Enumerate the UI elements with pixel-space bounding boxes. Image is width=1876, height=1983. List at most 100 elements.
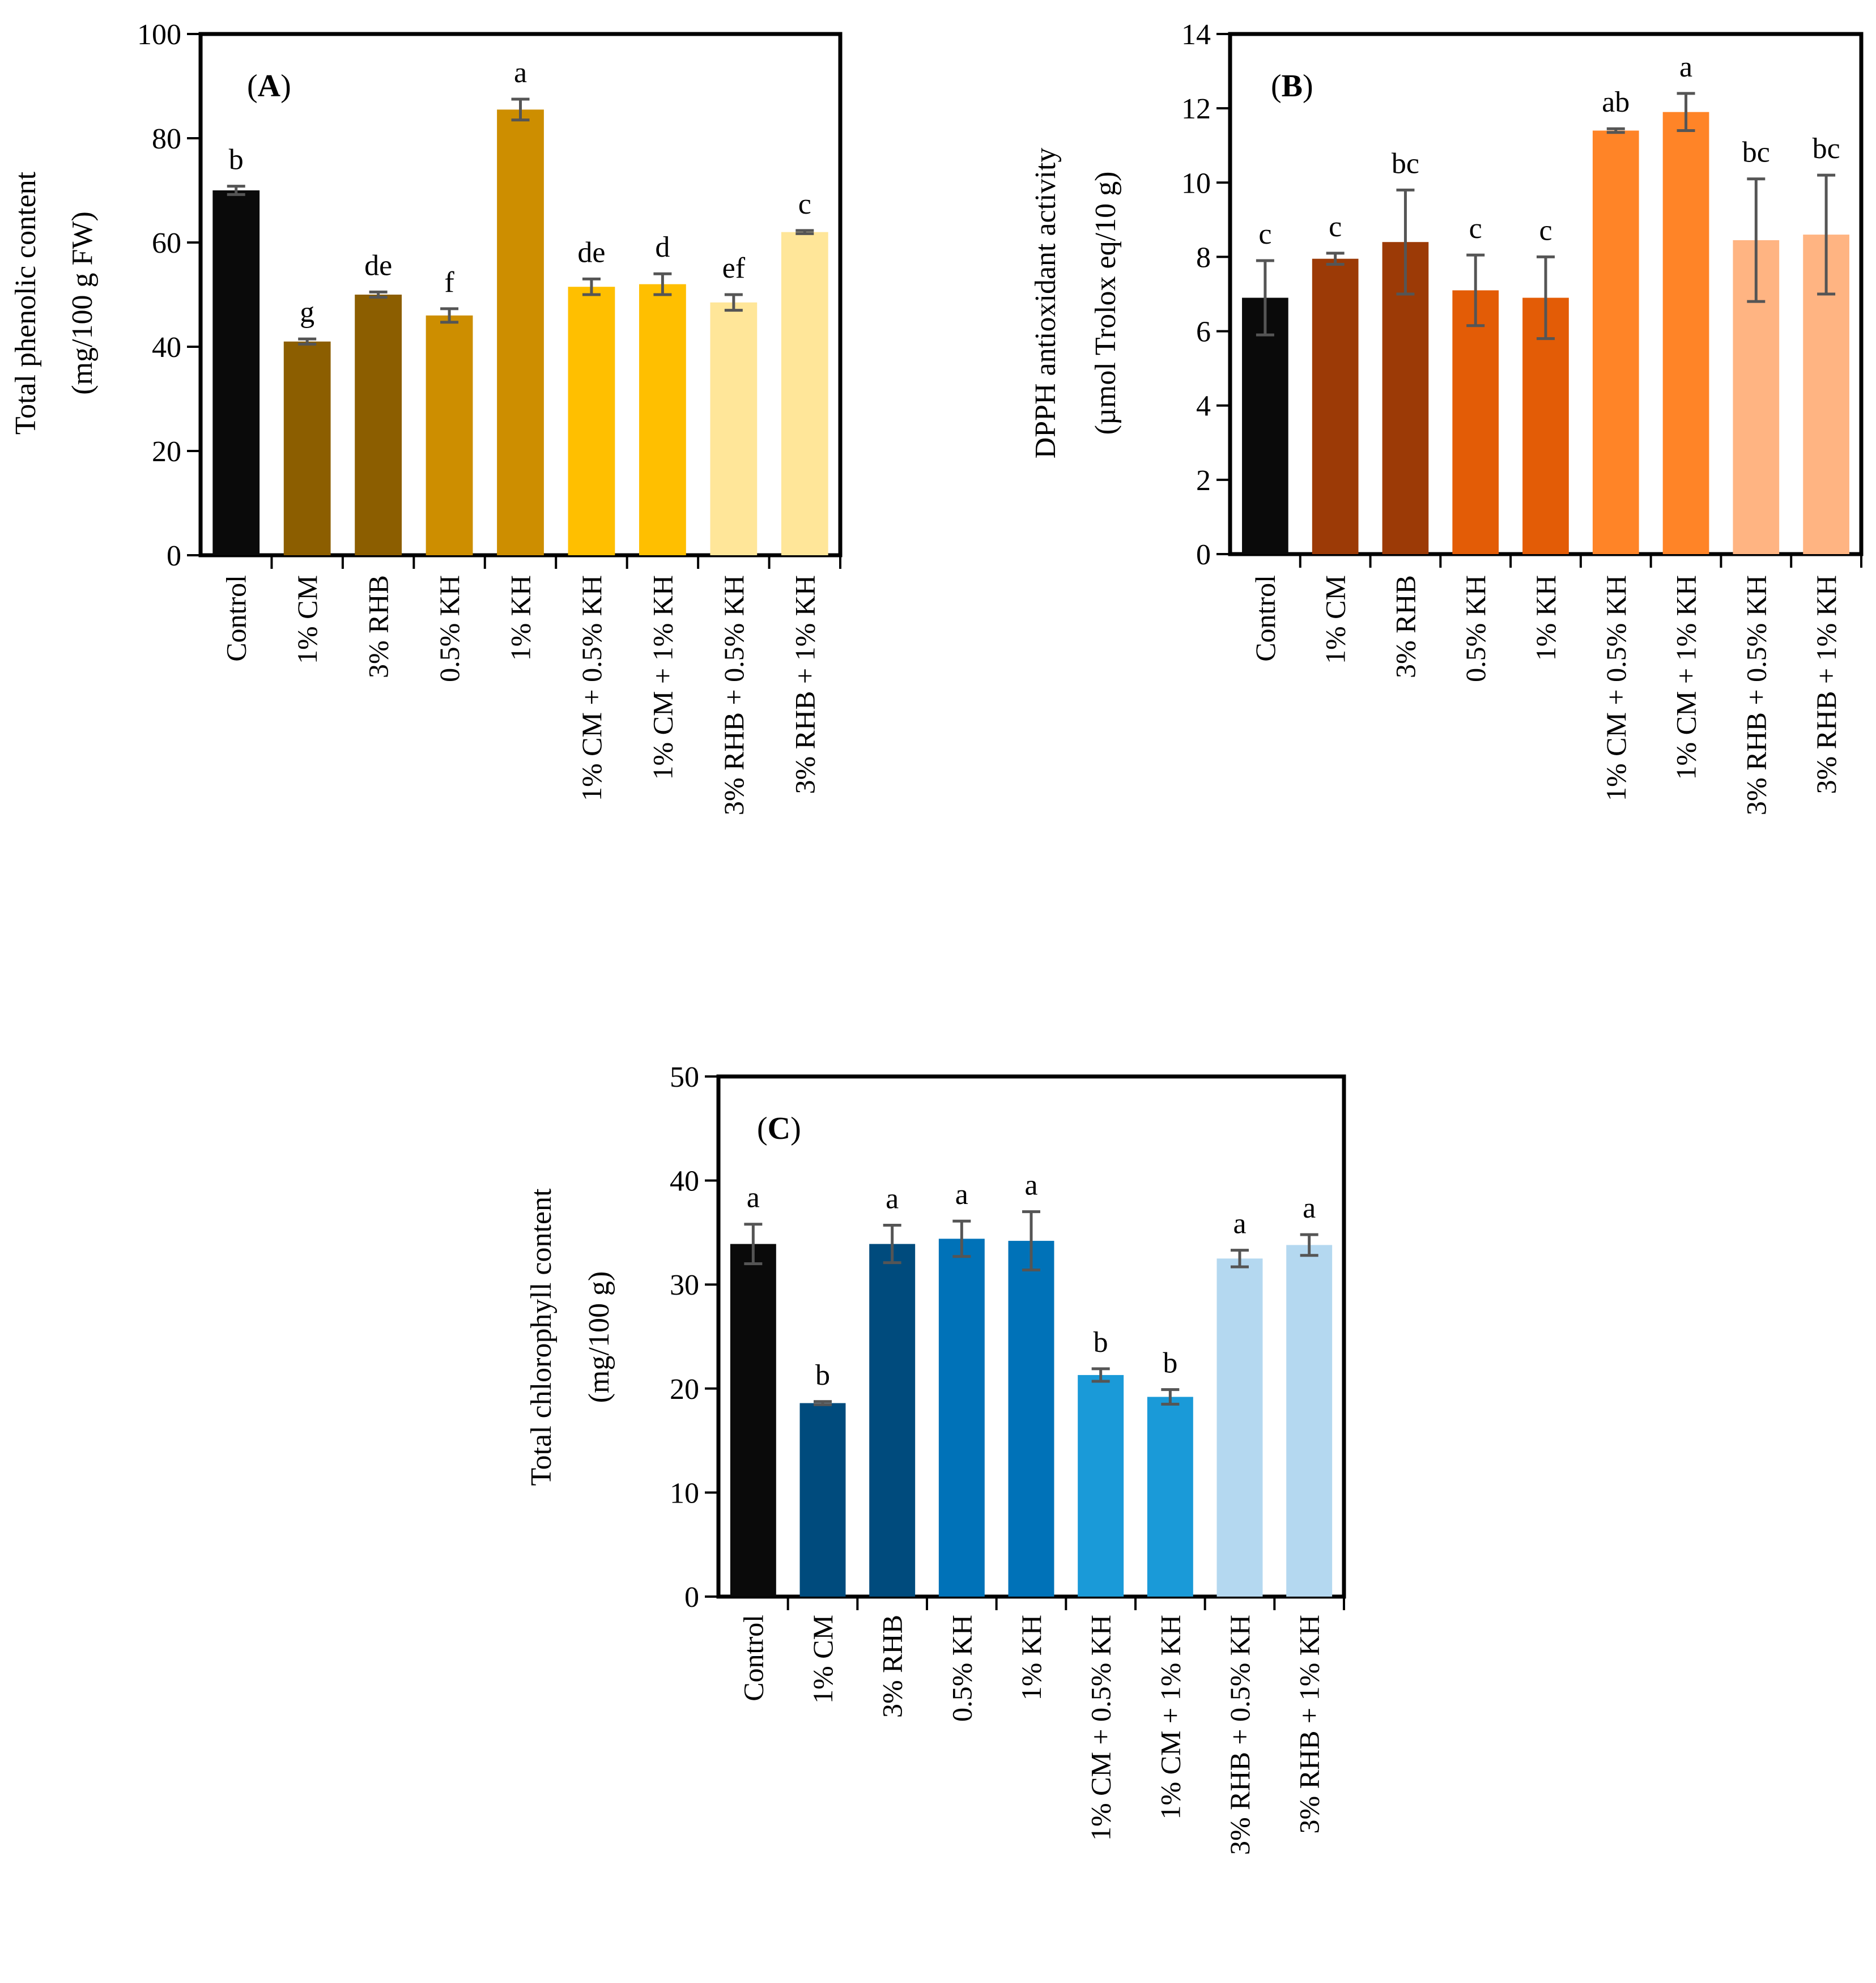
bar-9 (781, 232, 828, 556)
bar-5 (1008, 1241, 1054, 1597)
x-category-label: 0.5% KH (946, 1615, 977, 1722)
significance-letter: d (655, 231, 670, 263)
bar-8 (710, 302, 758, 555)
significance-letter: b (1163, 1347, 1177, 1380)
significance-letter: a (747, 1182, 760, 1214)
y-tick-label: 80 (152, 123, 181, 155)
significance-letter: f (444, 266, 454, 299)
y-tick-label: 0 (1196, 539, 1211, 571)
bar-3 (869, 1244, 916, 1597)
x-category-label: 1% CM (1320, 575, 1351, 664)
significance-letter: c (1329, 211, 1342, 243)
error-bar (1677, 92, 1695, 132)
y-tick-label: 6 (1196, 316, 1211, 348)
significance-letter: b (815, 1359, 830, 1391)
x-category-label: 3% RHB (1389, 575, 1421, 678)
y-axis-unit-label: (µmol Trolox eq/10 g) (1090, 172, 1122, 435)
x-category-label: 3% RHB + 0.5% KH (1224, 1615, 1256, 1855)
y-tick-label: 12 (1181, 93, 1211, 125)
panel-label: (C) (757, 1111, 801, 1146)
bar-3 (355, 295, 402, 555)
error-bar (814, 1400, 832, 1406)
error-bar (227, 185, 245, 196)
error-bar (369, 290, 388, 299)
significance-letter: bc (1742, 137, 1770, 169)
x-category-label: 3% RHB (877, 1615, 908, 1718)
x-category-label: 3% RHB + 1% KH (789, 575, 820, 794)
error-bar (796, 229, 814, 235)
panel-label: (B) (1271, 69, 1313, 104)
y-axis-unit-label: (mg/100 g FW) (66, 211, 99, 395)
x-category-label: 3% RHB + 0.5% KH (1740, 575, 1772, 815)
y-tick-label: 100 (137, 19, 181, 51)
y-tick-label: 4 (1196, 390, 1211, 423)
error-bar (1537, 255, 1555, 341)
error-bar (1606, 127, 1625, 134)
x-category-label: 0.5% KH (1460, 575, 1491, 682)
error-bar (511, 97, 530, 122)
error-bar (1022, 1210, 1040, 1271)
bar-2 (1312, 258, 1359, 554)
error-bar (653, 272, 672, 296)
x-category-label: 1% KH (505, 575, 537, 661)
significance-letter: a (886, 1183, 899, 1215)
x-category-label: 1% CM + 1% KH (1154, 1615, 1186, 1820)
y-tick-label: 20 (152, 436, 181, 468)
bar-6 (1592, 130, 1639, 554)
error-bar (1161, 1388, 1180, 1406)
error-bar (724, 293, 743, 312)
y-tick-label: 40 (670, 1165, 699, 1198)
y-tick-label: 20 (670, 1373, 699, 1406)
error-bar (1231, 1249, 1249, 1269)
x-category-label: 0.5% KH (433, 575, 465, 682)
significance-letter: ef (722, 252, 746, 284)
x-category-label: 3% RHB + 1% KH (1294, 1615, 1325, 1834)
significance-letter: c (1539, 214, 1552, 246)
chart-panel-b: 0 2 4 6 8 10 12 14 DPPH antioxidant activity (µmo… (1030, 19, 1864, 815)
x-category-label: 3% RHB + 0.5% KH (718, 575, 750, 815)
bar-2 (799, 1403, 846, 1597)
significance-letter: ab (1602, 86, 1630, 118)
y-axis-unit-label: (mg/100 g) (583, 1271, 615, 1403)
x-category-label: Control (737, 1615, 769, 1701)
error-bar (952, 1219, 971, 1258)
y-tick-label: 0 (167, 540, 181, 572)
x-category-label: 1% CM + 1% KH (1670, 575, 1702, 780)
significance-letter: a (955, 1178, 968, 1211)
error-bar (1747, 177, 1766, 303)
bar-5 (497, 109, 544, 555)
chart-panel-c: 0 10 20 30 40 50 Total chlorophyll content (mg/… (525, 1061, 1346, 1855)
bar-4 (938, 1239, 985, 1597)
significance-letter: a (1679, 51, 1692, 83)
chart-panel-a: 0 20 40 60 80 100 Total phenolic content (mg/10… (10, 19, 843, 815)
y-tick-label: 0 (684, 1581, 699, 1614)
significance-letter: bc (1813, 133, 1840, 165)
y-tick-label: 60 (152, 227, 181, 259)
x-category-label: 3% RHB + 1% KH (1810, 575, 1842, 794)
bar-1 (1242, 297, 1288, 554)
y-tick-label: 10 (670, 1477, 699, 1509)
y-tick-label: 30 (670, 1269, 699, 1301)
error-bar (744, 1223, 763, 1265)
bar-7 (1662, 112, 1709, 554)
y-tick-label: 14 (1181, 19, 1211, 51)
significance-letter: c (1469, 212, 1482, 245)
significance-letter: de (364, 249, 392, 282)
x-category-label: 3% RHB (363, 575, 394, 678)
error-bar (1817, 173, 1836, 296)
y-tick-label: 8 (1196, 241, 1211, 274)
y-tick-label: 10 (1181, 167, 1211, 199)
bar-9 (1286, 1245, 1333, 1597)
bar-6 (1078, 1375, 1124, 1597)
bar-4 (426, 315, 473, 555)
error-bar (1091, 1367, 1110, 1383)
significance-letter: a (1024, 1169, 1037, 1202)
error-bar (1300, 1233, 1318, 1257)
significance-letter: a (514, 57, 527, 89)
x-category-label: 1% CM (291, 575, 323, 664)
y-axis-label: Total phenolic content (10, 171, 42, 435)
significance-letter: b (1094, 1326, 1108, 1359)
error-bar (1256, 259, 1274, 337)
significance-letter: g (300, 296, 314, 329)
